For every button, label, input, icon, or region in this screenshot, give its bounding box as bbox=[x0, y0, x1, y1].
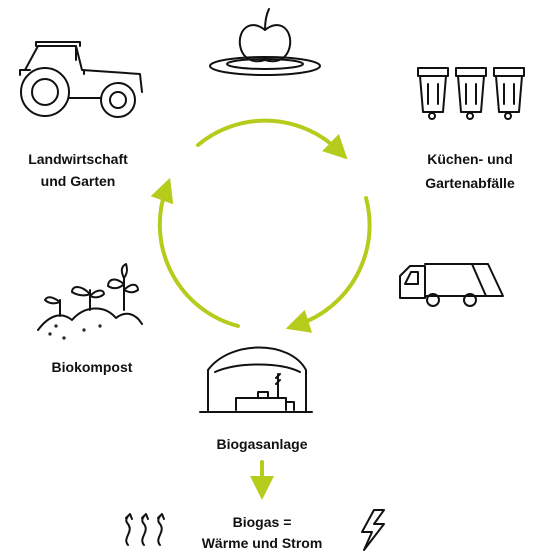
cycle-arrow bbox=[285, 196, 372, 333]
truck-icon bbox=[399, 263, 504, 307]
label: Gartenabfälle bbox=[425, 175, 515, 191]
label: Biogas = bbox=[233, 514, 292, 530]
label: Landwirtschaft bbox=[28, 151, 128, 167]
tractor-icon bbox=[19, 41, 143, 118]
power-icon bbox=[361, 509, 385, 551]
cycle-arrow bbox=[150, 177, 240, 328]
label: Küchen- und bbox=[427, 151, 513, 167]
bins-icon bbox=[417, 67, 525, 120]
label: Biokompost bbox=[52, 359, 133, 375]
compost-icon bbox=[37, 263, 143, 340]
label: Wärme und Strom bbox=[202, 535, 323, 551]
label: Biogasanlage bbox=[216, 436, 307, 452]
heat-icon bbox=[125, 513, 165, 546]
cycle-arrow bbox=[196, 118, 348, 160]
food-icon bbox=[209, 8, 321, 76]
biogas-plant-icon bbox=[199, 346, 313, 413]
label: und Garten bbox=[41, 173, 116, 189]
